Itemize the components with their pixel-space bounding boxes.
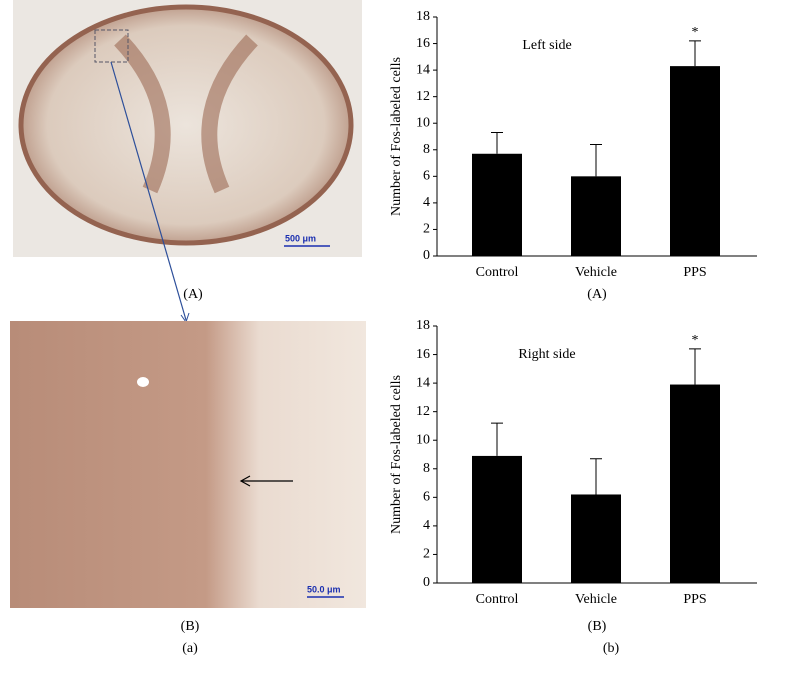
- bar: [670, 66, 720, 256]
- spinal-cord-image: [13, 0, 362, 257]
- y-axis-label: Number of Fos-labeled cells: [389, 57, 404, 216]
- annotation: *: [692, 25, 699, 40]
- connector-line: [110, 61, 187, 321]
- error-bar: [491, 422, 503, 456]
- bar: [472, 455, 522, 583]
- x-tick-label: PPS: [683, 592, 706, 607]
- y-tick-label: 0: [423, 575, 430, 590]
- y-axis-label: Number of Fos-labeled cells: [389, 375, 404, 534]
- y-tick-label: 10: [416, 115, 430, 130]
- x-tick-label: Vehicle: [575, 265, 617, 280]
- y-tick-label: 0: [423, 248, 430, 263]
- panel-label: (B): [181, 619, 200, 634]
- error-bar: [590, 143, 602, 177]
- y-tick-label: 14: [416, 62, 430, 77]
- scale-label: 50.0 μm: [307, 584, 341, 594]
- bar: [472, 153, 522, 256]
- y-tick-label: 2: [423, 547, 430, 562]
- y-tick-label: 12: [416, 404, 430, 419]
- y-tick-label: 16: [416, 347, 430, 362]
- y-tick-label: 6: [423, 490, 430, 505]
- y-tick-label: 14: [416, 375, 430, 390]
- chart-caption: (A): [587, 287, 607, 302]
- x-tick-label: PPS: [683, 265, 706, 280]
- bar: [670, 384, 720, 583]
- chart-title: Left side: [522, 38, 571, 53]
- panel-label: (A): [183, 287, 203, 302]
- y-tick-label: 4: [423, 195, 430, 210]
- error-bar: [689, 348, 701, 385]
- bar: [571, 494, 621, 583]
- scale-label: 500 μm: [285, 233, 316, 243]
- chart-caption: (B): [588, 619, 607, 634]
- y-tick-label: 12: [416, 89, 430, 104]
- x-tick-label: Control: [476, 592, 519, 607]
- chart-title: Right side: [518, 347, 575, 362]
- zoom-image: [10, 321, 366, 608]
- column-label: (b): [603, 641, 620, 656]
- bar: [571, 176, 621, 256]
- annotation: *: [692, 333, 699, 348]
- error-bar: [689, 40, 701, 67]
- error-bar: [590, 458, 602, 495]
- y-tick-label: 18: [416, 9, 430, 24]
- column-label: (a): [182, 641, 198, 656]
- y-tick-label: 16: [416, 36, 430, 51]
- y-tick-label: 10: [416, 432, 430, 447]
- y-tick-label: 8: [423, 142, 430, 157]
- x-tick-label: Vehicle: [575, 592, 617, 607]
- y-tick-label: 6: [423, 169, 430, 184]
- y-tick-label: 8: [423, 461, 430, 476]
- y-tick-label: 2: [423, 222, 430, 237]
- y-tick-label: 4: [423, 518, 430, 533]
- error-bar: [491, 132, 503, 154]
- x-tick-label: Control: [476, 265, 519, 280]
- y-tick-label: 18: [416, 318, 430, 333]
